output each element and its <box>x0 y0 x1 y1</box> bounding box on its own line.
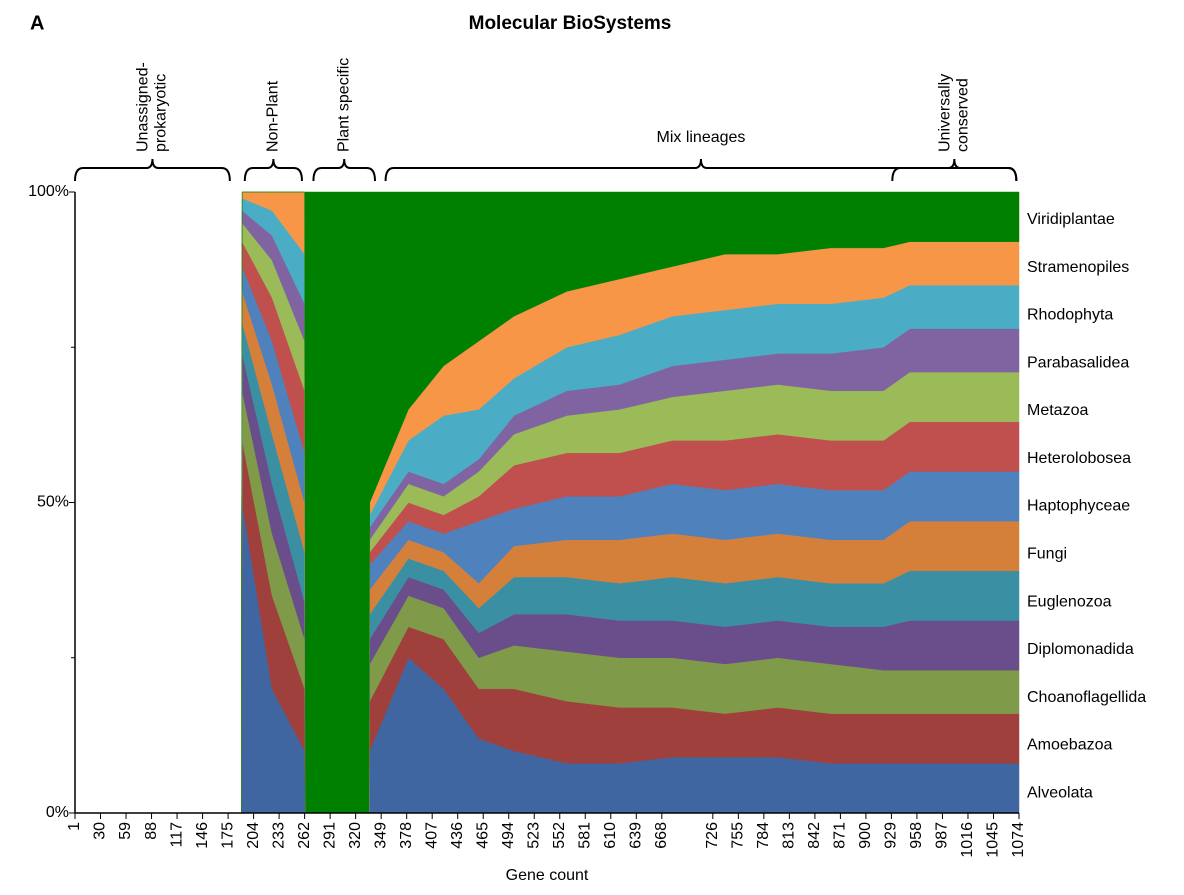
x-tick-label: 262 <box>296 822 313 849</box>
x-tick-label: 88 <box>143 822 160 840</box>
annotation-label: Plant specific <box>335 58 352 152</box>
panel-label: A <box>30 12 44 34</box>
x-tick-label: 639 <box>628 822 645 849</box>
legend-label: Rhodophyta <box>1027 307 1113 324</box>
x-tick-label: 900 <box>857 822 874 849</box>
x-tick-label: 958 <box>908 822 925 849</box>
brace <box>384 158 1018 182</box>
x-tick-label: 581 <box>576 822 593 849</box>
x-tick-label: 668 <box>653 822 670 849</box>
legend-label: Viridiplantae <box>1027 211 1115 228</box>
brace <box>312 158 377 182</box>
x-tick-label: 30 <box>92 822 109 840</box>
annotation-label: Mix lineages <box>656 129 745 146</box>
x-tick-label: 726 <box>704 822 721 849</box>
x-tick-label: 117 <box>168 822 185 848</box>
legend-label: Parabasalidea <box>1027 354 1129 371</box>
legend-label: Heterolobosea <box>1027 450 1131 467</box>
x-tick-label: 755 <box>730 822 747 849</box>
brace <box>243 158 303 182</box>
x-tick-label: 842 <box>806 822 823 849</box>
x-tick-label: 59 <box>117 822 134 840</box>
x-tick-label: 610 <box>602 822 619 849</box>
x-tick-label: 929 <box>883 822 900 849</box>
legend-label: Amoebazoa <box>1027 737 1112 754</box>
annotation-label: Universally <box>937 74 954 152</box>
legend-label: Alveolata <box>1027 784 1093 801</box>
y-tick-label: 50% <box>37 494 69 511</box>
x-tick-label: 378 <box>398 822 415 849</box>
x-tick-label: 407 <box>423 822 440 849</box>
x-tick-label: 1 <box>66 822 83 831</box>
x-tick-label: 465 <box>474 822 491 849</box>
x-tick-label: 552 <box>551 822 568 849</box>
x-tick-label: 291 <box>321 822 338 849</box>
brace <box>74 158 231 182</box>
x-tick-label: 1074 <box>1010 822 1027 858</box>
x-axis-label: Gene count <box>506 867 589 884</box>
x-tick-label: 349 <box>372 822 389 849</box>
legend-label: Fungi <box>1027 545 1067 562</box>
x-tick-label: 1016 <box>959 822 976 858</box>
legend-label: Stramenopiles <box>1027 259 1129 276</box>
x-tick-label: 494 <box>500 822 517 849</box>
x-tick-label: 320 <box>347 822 364 849</box>
x-tick-label: 146 <box>194 822 211 849</box>
legend-label: Euglenozoa <box>1027 593 1112 610</box>
x-tick-label: 813 <box>781 822 798 849</box>
annotation-label: conserved <box>955 78 972 152</box>
x-tick-label: 784 <box>755 822 772 849</box>
annotation-label: prokaryotic <box>153 74 170 152</box>
y-tick-label: 100% <box>28 183 69 200</box>
brace <box>891 158 1018 182</box>
legend-label: Haptophyceae <box>1027 498 1130 515</box>
x-tick-label: 436 <box>449 822 466 849</box>
x-tick-label: 987 <box>934 822 951 849</box>
x-tick-label: 204 <box>245 822 262 849</box>
chart-title: Molecular BioSystems <box>469 13 672 34</box>
legend-label: Diplomonadida <box>1027 641 1134 658</box>
legend-label: Metazoa <box>1027 402 1088 419</box>
x-tick-label: 233 <box>270 822 287 849</box>
x-tick-label: 1045 <box>985 822 1002 858</box>
x-tick-label: 523 <box>525 822 542 849</box>
y-tick-label: 0% <box>46 804 69 821</box>
x-tick-label: 871 <box>832 822 849 849</box>
x-tick-label: 175 <box>219 822 236 849</box>
annotation-label: Unassigned- <box>135 62 152 152</box>
annotation-label: Non-Plant <box>265 80 282 152</box>
area <box>75 191 1020 814</box>
legend-label: Choanoflagellida <box>1027 689 1146 706</box>
